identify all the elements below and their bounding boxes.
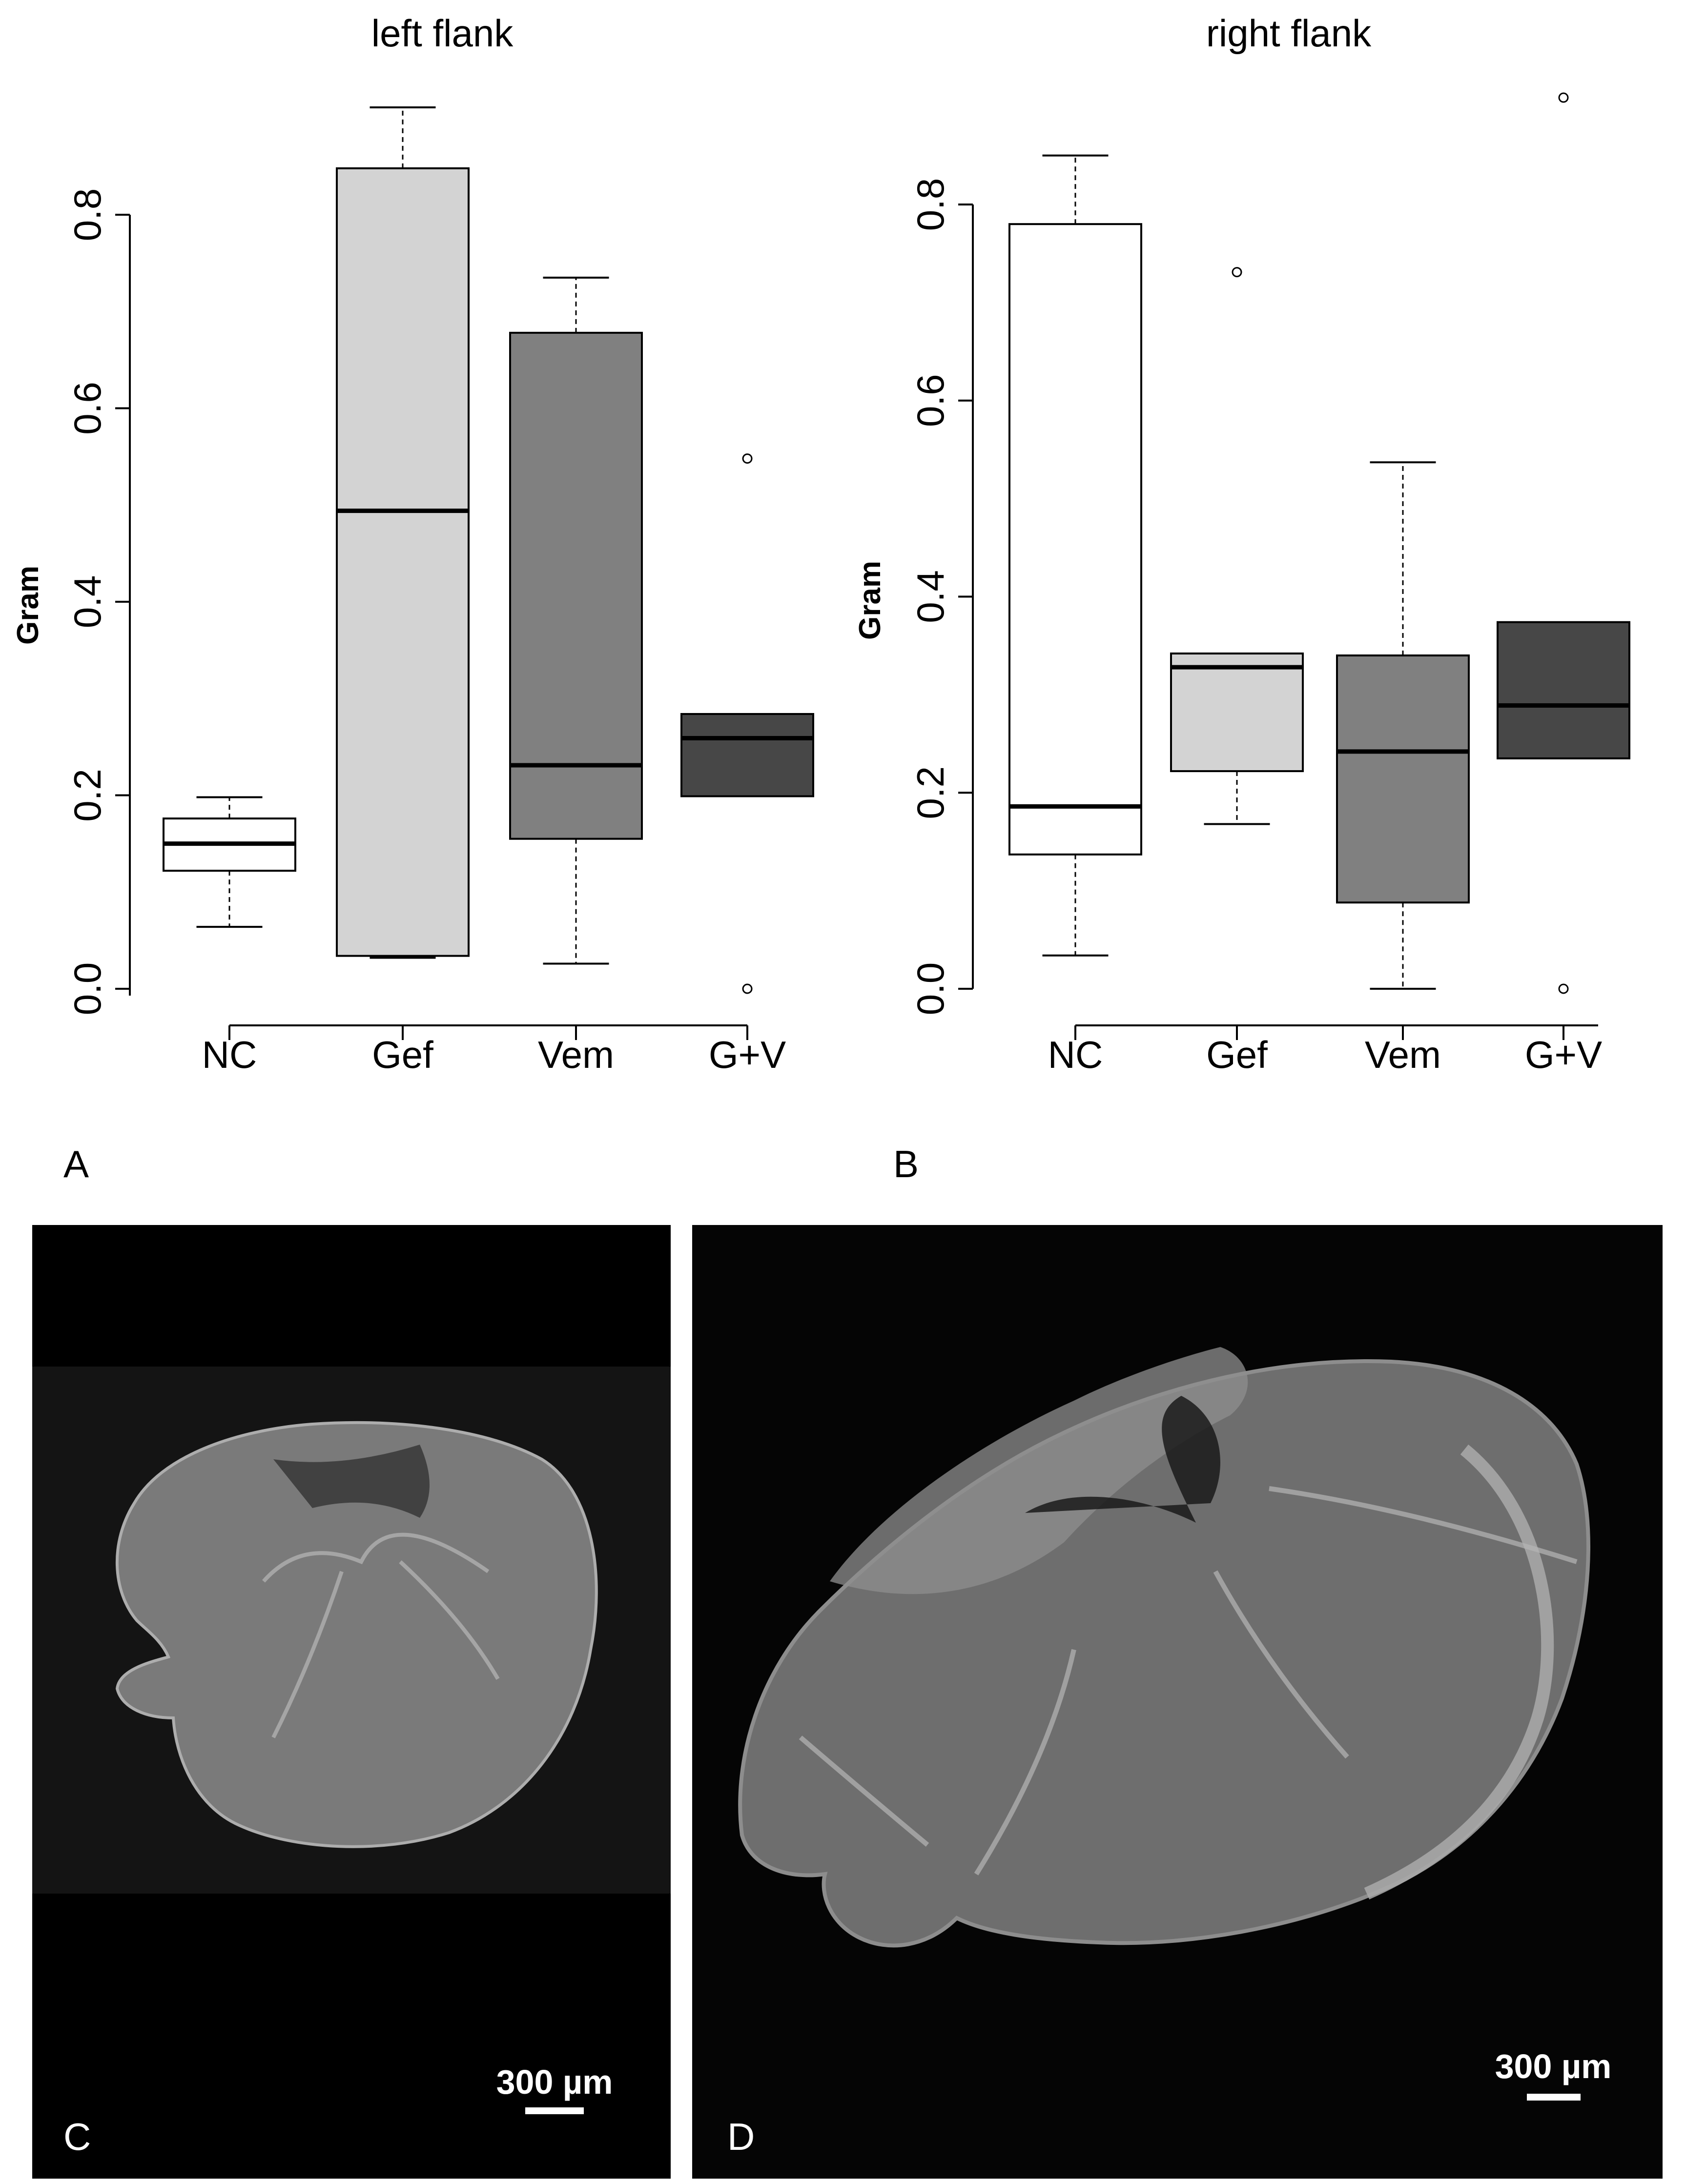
box-gef <box>1170 267 1304 825</box>
box-iqr <box>336 167 470 957</box>
boxes-left <box>163 106 814 994</box>
box-vem <box>1336 461 1470 990</box>
x-tick-label: G+V <box>709 1033 786 1076</box>
scale-bar-label-c: 300 µm <box>496 2063 613 2101</box>
box-iqr <box>1336 654 1470 904</box>
y-axis-label-left: Gram <box>11 566 45 645</box>
tissue-fragment-d <box>830 1347 1248 1594</box>
box-g-plus-v <box>680 453 814 994</box>
boxplot-right-flank: right flank Gram 0.0 0.2 0.4 0.6 0.8 NC Gef Ve… <box>853 12 1630 1076</box>
y-tick-label: 0.8 <box>909 178 952 231</box>
box-gef <box>336 106 470 959</box>
panel-letter-d: D <box>727 2115 755 2158</box>
tissue-section-c <box>115 1421 598 1848</box>
y-tick-label: 0.6 <box>66 382 109 434</box>
box-g-plus-v <box>1497 92 1630 994</box>
outlier-point <box>1232 267 1242 278</box>
x-tick-label: Vem <box>1365 1033 1441 1076</box>
box-iqr <box>1008 223 1142 856</box>
x-tick-label: NC <box>202 1033 257 1076</box>
y-axis-label-right: Gram <box>853 561 887 640</box>
scale-bar-c <box>525 2107 584 2114</box>
tissue-capsule-d <box>1364 1444 1554 1899</box>
y-tick-label: 0.0 <box>66 962 109 1015</box>
x-ticks-right: NC Gef Vem G+V <box>1048 1025 1602 1076</box>
scale-bar-label-d: 300 µm <box>1495 2047 1612 2085</box>
x-tick-label: NC <box>1048 1033 1103 1076</box>
box-iqr <box>1170 653 1304 773</box>
micrograph-c: 300 µm C <box>32 1225 671 2179</box>
x-tick-label: Vem <box>538 1033 614 1076</box>
boxes-right <box>1008 92 1630 994</box>
chart-title-right-flank: right flank <box>1206 12 1372 55</box>
y-tick-label: 0.2 <box>909 766 952 819</box>
tissue-gap-d <box>1025 1396 1220 1523</box>
tissue-septa-c <box>262 1532 500 1738</box>
tissue-dark-region-c <box>273 1445 430 1518</box>
panel-letter-a: A <box>63 1143 89 1185</box>
box-nc <box>163 796 296 928</box>
box-iqr <box>509 331 643 840</box>
outlier-point <box>1558 983 1569 994</box>
panel-letter-b: B <box>893 1143 919 1185</box>
y-tick-label: 0.0 <box>909 962 952 1015</box>
x-tick-label: Gef <box>372 1033 433 1076</box>
x-tick-label: Gef <box>1206 1033 1268 1076</box>
x-tick-label: G+V <box>1525 1033 1602 1076</box>
box-iqr <box>680 713 814 797</box>
y-tick-label: 0.4 <box>66 575 109 628</box>
chart-title-left-flank: left flank <box>371 12 514 55</box>
y-tick-label: 0.6 <box>909 374 952 427</box>
box-nc <box>1008 154 1142 957</box>
tissue-septa-d <box>799 1486 1578 1876</box>
panel-letter-c: C <box>63 2115 91 2158</box>
boxplot-left-flank: left flank Gram 0.0 0.2 0.4 0.6 0.8 NC Gef Vem… <box>11 12 814 1076</box>
scale-bar-d <box>1527 2094 1581 2101</box>
y-ticks-left: 0.0 0.2 0.4 0.6 0.8 <box>66 188 130 1015</box>
micrograph-d: 300 µm D <box>692 1225 1663 2179</box>
outlier-point <box>1558 92 1569 103</box>
box-iqr <box>1497 621 1630 759</box>
y-tick-label: 0.2 <box>66 769 109 821</box>
outlier-point <box>742 983 753 994</box>
y-tick-label: 0.4 <box>909 570 952 623</box>
box-vem <box>509 276 643 965</box>
y-tick-label: 0.8 <box>66 188 109 241</box>
y-ticks-right: 0.0 0.2 0.4 0.6 0.8 <box>909 178 973 1015</box>
x-ticks-left: NC Gef Vem G+V <box>202 1025 786 1076</box>
outlier-point <box>742 453 753 464</box>
